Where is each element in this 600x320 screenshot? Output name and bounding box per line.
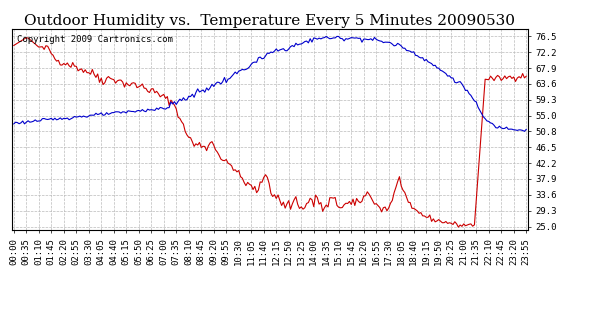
Title: Outdoor Humidity vs.  Temperature Every 5 Minutes 20090530: Outdoor Humidity vs. Temperature Every 5… (25, 14, 515, 28)
Text: Copyright 2009 Cartronics.com: Copyright 2009 Cartronics.com (17, 35, 173, 44)
